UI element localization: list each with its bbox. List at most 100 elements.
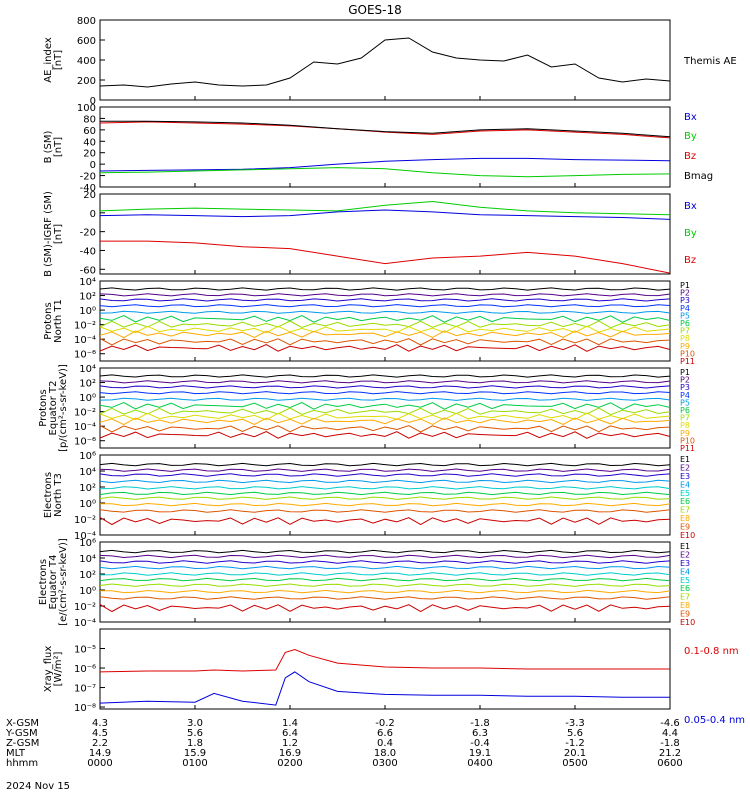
orbit-row-label: Y-GSM (5, 728, 38, 739)
channel-line-P7 (99, 320, 671, 329)
y-tick-label: 10⁰ (79, 499, 96, 510)
series-line-0.1-0.8 nm (99, 648, 670, 673)
y-tick-label: 60 (83, 126, 96, 137)
y-axis-label: Electrons (43, 472, 54, 518)
date-label: 2024 Nov 15 (6, 781, 70, 792)
channel-line-P5 (99, 397, 671, 401)
legend-E10: E10 (680, 531, 695, 540)
y-tick-label: 10⁴ (79, 554, 96, 565)
y-axis-label: Protons (43, 302, 54, 339)
legend-Bmag: Bmag (684, 171, 713, 182)
y-tick-label: 10² (79, 379, 96, 390)
y-axis-label: Xray_flux (43, 646, 54, 693)
legend-E4: E4 (680, 480, 690, 489)
legend-E9: E9 (680, 523, 690, 532)
legend-E7: E7 (680, 593, 690, 602)
y-tick-label: 10⁰ (79, 306, 96, 317)
y-tick-label: -40 (80, 183, 96, 194)
channel-line-P11 (99, 431, 671, 439)
y-tick-label: 10⁻² (74, 602, 96, 613)
legend-E4: E4 (680, 567, 690, 576)
panel-frame (99, 19, 671, 101)
orbit-value: 16.9 (279, 748, 301, 759)
orbit-value: 0300 (372, 758, 397, 769)
legend-P1: P1 (680, 281, 690, 290)
y-axis-label: Equator T4 (48, 555, 59, 610)
panel-frame (99, 541, 671, 623)
y-tick-label: 20 (83, 149, 96, 160)
series-line-Bz (99, 121, 671, 139)
panel-xray: 10⁻⁵ 10⁻⁶ 10⁻⁷ 10⁻⁸ Xray_flux [W/m²] 0.1-0.8 n… (43, 628, 745, 726)
y-tick-label: -20 (80, 172, 96, 183)
y-tick-label: 10⁶ (79, 538, 96, 549)
channel-line-P8 (99, 325, 671, 334)
y-tick-label: -40 (80, 246, 96, 257)
orbit-row-label: MLT (6, 748, 26, 759)
y-tick-label: 10⁴ (79, 277, 96, 288)
orbit-value: 5.6 (567, 728, 583, 739)
y-tick-label: 10² (79, 292, 96, 303)
orbit-value: -3.3 (565, 718, 585, 729)
panel-pn: 10⁴ 10² 10⁰ 10⁻² 10⁻⁴ 10⁻⁶ Protons North T1 P1P2… (43, 277, 695, 366)
orbit-value: 5.6 (187, 728, 203, 739)
legend-P3: P3 (680, 383, 690, 392)
orbit-value: 1.4 (282, 718, 298, 729)
channel-line-P5 (99, 310, 671, 314)
channel-line-P9 (99, 417, 671, 426)
y-tick-label: 10⁻⁷ (74, 684, 96, 695)
channel-line-E3 (99, 560, 671, 564)
channel-line-P6 (99, 401, 671, 410)
y-tick-label: 20 (83, 190, 96, 201)
y-tick-label: 10⁻⁶ (74, 350, 96, 361)
y-tick-label: 10⁻⁴ (74, 531, 96, 542)
channel-line-E9 (99, 509, 671, 513)
y-tick-label: 0 (90, 96, 96, 107)
channel-line-P10 (99, 425, 671, 433)
y-tick-label: 400 (77, 56, 96, 67)
channel-line-E4 (99, 565, 671, 570)
legend-By: By (684, 131, 697, 142)
y-tick-label: 10⁻⁵ (74, 645, 96, 656)
y-tick-label: 10⁰ (79, 586, 96, 597)
y-axis-label: North T1 (53, 299, 64, 343)
channel-line-P10 (99, 338, 671, 346)
series-line-0.05-0.4 nm (99, 671, 670, 706)
panel-ae: 800 600 400 200 0 AE_index [nT] Themis AE (43, 16, 737, 107)
orbit-row-label: X-GSM (6, 718, 39, 729)
legend-E5: E5 (680, 489, 690, 498)
legend-E6: E6 (680, 584, 690, 593)
panel-frame (99, 193, 671, 275)
legend-P11: P11 (680, 444, 695, 453)
orbit-value: 4.3 (92, 718, 108, 729)
legend-P11: P11 (680, 357, 695, 366)
orbit-value: 0.4 (377, 738, 393, 749)
orbit-value: 4.5 (92, 728, 108, 739)
channel-line-E8 (100, 502, 671, 507)
legend-P8: P8 (680, 421, 690, 430)
orbit-value: 20.1 (564, 748, 586, 759)
y-tick-label: 10² (79, 570, 96, 581)
orbit-value: 3.0 (187, 718, 203, 729)
legend-P2: P2 (680, 289, 690, 298)
y-tick-label: 10⁴ (79, 364, 96, 375)
legend-E7: E7 (680, 506, 690, 515)
legend-E3: E3 (680, 472, 690, 481)
channel-line-P1 (99, 287, 671, 291)
y-axis-label: [p/(cm²-s-sr-keV)] (58, 364, 69, 452)
orbit-value: -1.8 (470, 718, 490, 729)
y-tick-label: 10⁰ (79, 393, 96, 404)
y-tick-label: 10⁻⁶ (74, 437, 96, 448)
orbit-value: -1.8 (660, 738, 680, 749)
panel-bdiff: 20 0 -20 -40 -60 B (SM)-IGRF (SM) [nT] Bx By Bz (43, 190, 697, 277)
orbit-value: 15.9 (184, 748, 206, 759)
orbit-value: 18.0 (374, 748, 396, 759)
channel-line-E3 (99, 473, 671, 477)
channel-line-P9 (99, 330, 671, 339)
orbit-value: 0400 (467, 758, 492, 769)
channel-line-E6 (99, 491, 671, 496)
y-axis-label: B (SM) (43, 130, 54, 163)
orbit-value: 14.9 (89, 748, 111, 759)
orbit-value: 0500 (562, 758, 587, 769)
